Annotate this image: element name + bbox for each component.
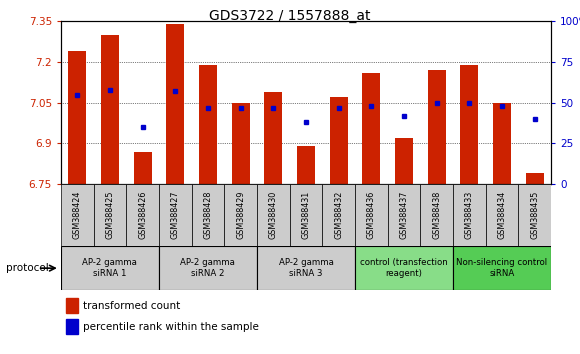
Bar <box>493 103 511 184</box>
Text: GSM388424: GSM388424 <box>72 191 82 239</box>
Bar <box>224 184 257 246</box>
Text: GSM388425: GSM388425 <box>106 191 114 239</box>
Text: GSM388426: GSM388426 <box>138 191 147 239</box>
Bar <box>362 73 380 184</box>
Text: AP-2 gamma
siRNA 3: AP-2 gamma siRNA 3 <box>278 258 333 278</box>
Bar <box>264 92 282 184</box>
Text: GSM388436: GSM388436 <box>367 191 376 239</box>
Bar <box>322 184 355 246</box>
Bar <box>420 184 453 246</box>
Bar <box>191 184 224 246</box>
Bar <box>395 138 413 184</box>
Text: transformed count: transformed count <box>83 301 180 311</box>
Text: GSM388433: GSM388433 <box>465 191 474 239</box>
Text: Non-silencing control
siRNA: Non-silencing control siRNA <box>456 258 548 278</box>
Text: control (transfection
reagent): control (transfection reagent) <box>360 258 448 278</box>
Text: GSM388432: GSM388432 <box>334 191 343 239</box>
Text: GSM388438: GSM388438 <box>432 191 441 239</box>
Bar <box>427 70 445 184</box>
Bar <box>61 184 93 246</box>
Text: GSM388437: GSM388437 <box>400 191 408 239</box>
Bar <box>461 65 478 184</box>
Bar <box>66 298 78 313</box>
Bar <box>166 24 184 184</box>
Text: AP-2 gamma
siRNA 2: AP-2 gamma siRNA 2 <box>180 258 235 278</box>
Bar <box>101 35 119 184</box>
Bar <box>159 184 191 246</box>
Text: GSM388428: GSM388428 <box>204 191 212 239</box>
Text: percentile rank within the sample: percentile rank within the sample <box>83 322 259 332</box>
Bar <box>525 173 543 184</box>
Text: GSM388435: GSM388435 <box>530 191 539 239</box>
Bar <box>93 184 126 246</box>
Bar <box>159 246 257 290</box>
Bar <box>519 184 551 246</box>
Bar <box>329 97 347 184</box>
Bar <box>453 246 551 290</box>
Text: GSM388434: GSM388434 <box>498 191 506 239</box>
Bar <box>355 184 387 246</box>
Bar <box>297 146 315 184</box>
Bar <box>231 103 249 184</box>
Bar <box>133 152 151 184</box>
Bar <box>485 184 519 246</box>
Text: GSM388427: GSM388427 <box>171 191 180 239</box>
Text: AP-2 gamma
siRNA 1: AP-2 gamma siRNA 1 <box>82 258 137 278</box>
Bar <box>257 246 355 290</box>
Text: GSM388429: GSM388429 <box>236 191 245 239</box>
Bar <box>126 184 159 246</box>
Bar <box>289 184 322 246</box>
Bar <box>387 184 420 246</box>
Text: GSM388430: GSM388430 <box>269 191 278 239</box>
Text: GSM388431: GSM388431 <box>302 191 310 239</box>
Bar <box>257 184 289 246</box>
Bar <box>68 51 86 184</box>
Bar <box>199 65 217 184</box>
Text: GDS3722 / 1557888_at: GDS3722 / 1557888_at <box>209 9 371 23</box>
Bar <box>66 319 78 334</box>
Text: protocol: protocol <box>6 263 49 273</box>
Bar <box>61 246 159 290</box>
Bar <box>355 246 453 290</box>
Bar <box>453 184 485 246</box>
